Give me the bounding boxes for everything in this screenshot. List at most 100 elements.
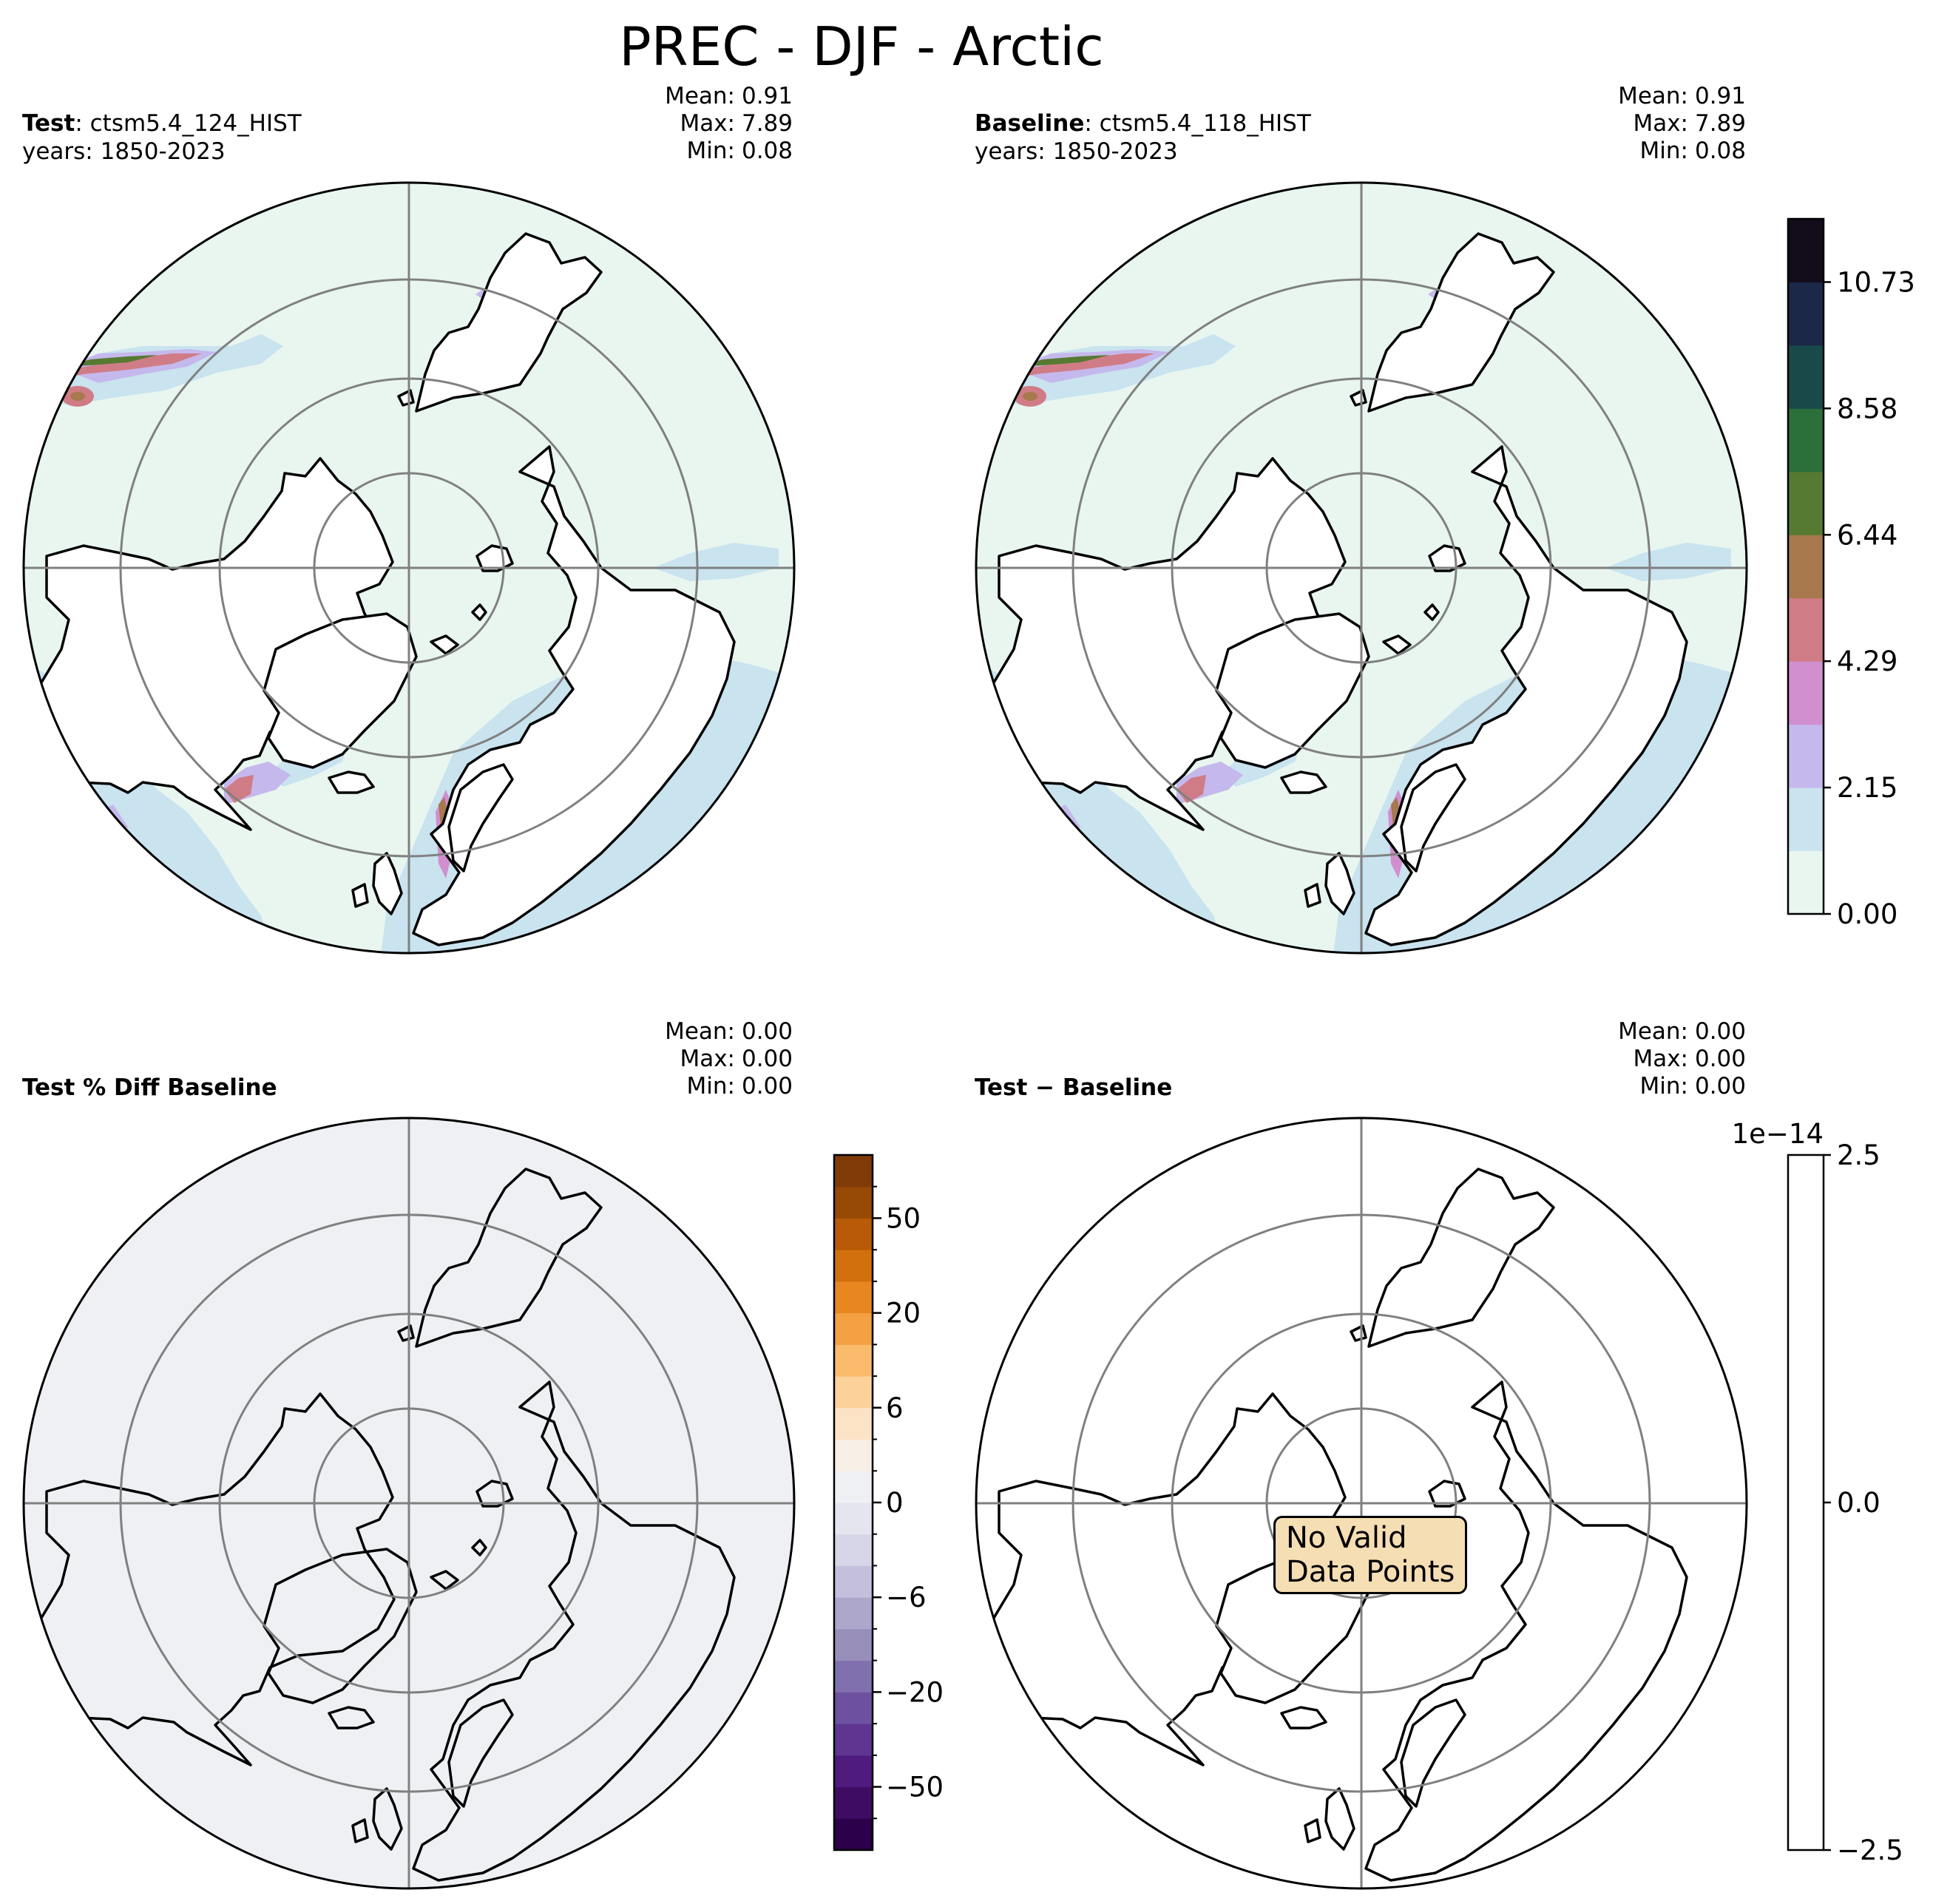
pct-colorbar-bin xyxy=(834,1818,873,1851)
diff-stat-key: Max: xyxy=(1633,1046,1688,1072)
test-label-name: : ctsm5.4_124_HIST xyxy=(75,110,302,137)
diff-stat-value: 0.00 xyxy=(1694,1018,1746,1045)
diff-label-bold: Test − Baseline xyxy=(975,1074,1173,1101)
precip-spot-brown xyxy=(70,392,85,401)
precip-band-siberia xyxy=(653,543,779,581)
land-outline xyxy=(412,445,736,946)
colorbar-tick-label: 2.15 xyxy=(1837,772,1897,804)
colorbar-tick-label: 10.73 xyxy=(1837,266,1915,298)
colorbar-tick-label: 8.58 xyxy=(1837,393,1897,424)
colorbar-bin xyxy=(1788,787,1824,852)
diff-stats: Mean: 0.00 Max: 0.00 Min: 0.00 xyxy=(1618,1018,1746,1100)
land-outline xyxy=(328,770,375,794)
pctdiff-stat-value: 0.00 xyxy=(741,1073,793,1100)
test-stats: Mean: 0.91 Max: 7.89 Min: 0.08 xyxy=(665,83,793,165)
colorbar-bin xyxy=(1788,597,1824,662)
pct-colorbar-tick-label: 0 xyxy=(886,1487,904,1519)
land-outline xyxy=(1382,634,1412,655)
no-valid-data-box: No Valid Data Points xyxy=(1273,1516,1468,1594)
diff-stat-value: 0.00 xyxy=(1694,1073,1746,1100)
test-label-bold: Test xyxy=(22,110,75,137)
colorbar-bin xyxy=(1788,345,1824,409)
colorbar-tick-label: 0.00 xyxy=(1837,898,1897,930)
baseline-stat-row: Max: 7.89 xyxy=(1618,110,1746,138)
pct-colorbar-bin xyxy=(834,1186,873,1219)
land-outline xyxy=(328,1706,375,1729)
land-outline xyxy=(1280,770,1327,794)
baseline-stat-value: 7.89 xyxy=(1694,110,1746,137)
pct-colorbar-bin xyxy=(834,1439,873,1471)
map-boundary xyxy=(975,1117,1748,1890)
pct-colorbar-bin xyxy=(834,1628,873,1661)
colorbar-tick-label: 4.29 xyxy=(1837,646,1897,677)
test-stat-row: Mean: 0.91 xyxy=(665,83,793,110)
precip-band-alaska-green xyxy=(61,355,158,367)
land-outline xyxy=(351,1818,369,1843)
diff-stat-key: Mean: xyxy=(1618,1018,1688,1045)
test-years: years: 1850-2023 xyxy=(22,138,226,165)
pct-colorbar-bin xyxy=(834,1471,873,1503)
diff-colorbar: 1e−14 2.5 0.0 −2.5 xyxy=(1732,1118,1903,1866)
diff-colorbar-tick-label: 0.0 xyxy=(1837,1487,1880,1519)
diff-map xyxy=(975,1117,1748,1890)
colorbar-tick-label: 6.44 xyxy=(1837,519,1897,551)
pct-colorbar-bin xyxy=(834,1218,873,1250)
pct-colorbar-bin xyxy=(834,1534,873,1566)
pctdiff-stat-value: 0.00 xyxy=(741,1046,793,1072)
baseline-years: years: 1850-2023 xyxy=(975,138,1178,165)
pct-colorbar-tick-label: −6 xyxy=(886,1582,927,1613)
pct-colorbar-bin xyxy=(834,1565,873,1598)
land-outline xyxy=(415,232,603,413)
pct-colorbar-bin xyxy=(834,1250,873,1282)
diff-stat-key: Min: xyxy=(1639,1073,1688,1100)
land-outline xyxy=(471,1539,487,1556)
colorbar-bin xyxy=(1788,471,1824,535)
baseline-label-name: : ctsm5.4_118_HIST xyxy=(1084,110,1311,137)
colorbar-frame xyxy=(1787,217,1825,915)
pctdiff-stat-row: Min: 0.00 xyxy=(665,1073,793,1100)
baseline-stat-row: Mean: 0.91 xyxy=(1618,83,1746,110)
land-outline xyxy=(447,763,514,873)
land-outline xyxy=(1364,1380,1688,1882)
pct-colorbar-bin xyxy=(834,1312,873,1345)
pctdiff-label-bold: Test % Diff Baseline xyxy=(22,1074,277,1101)
pct-colorbar-bin xyxy=(834,1281,873,1314)
land-outline xyxy=(471,603,487,621)
pctdiff-stat-row: Max: 0.00 xyxy=(665,1046,793,1073)
test-stat-key: Mean: xyxy=(665,83,735,109)
land-outline xyxy=(1367,232,1555,413)
precip-band-alaska-green xyxy=(1014,355,1110,367)
pct-colorbar-bin xyxy=(834,1502,873,1535)
test-stat-value: 0.91 xyxy=(741,83,793,109)
land-outline xyxy=(263,1548,418,1704)
colorbar-bin xyxy=(1788,408,1824,472)
test-map xyxy=(22,181,796,955)
pctdiff-stat-key: Min: xyxy=(686,1073,735,1100)
land-outline xyxy=(1364,445,1688,946)
precip-band-alaska-red xyxy=(992,353,1154,383)
pct-colorbar-bin xyxy=(834,1786,873,1819)
pct-colorbar-bin xyxy=(834,1755,873,1788)
baseline-stat-key: Max: xyxy=(1633,110,1688,137)
pctdiff-stat-key: Max: xyxy=(680,1046,735,1072)
land-outline xyxy=(1304,1818,1321,1843)
colorbar-bin xyxy=(1788,535,1824,599)
baseline-label-bold: Baseline xyxy=(975,110,1085,137)
pctdiff-stat-row: Mean: 0.00 xyxy=(665,1018,793,1046)
baseline-stats: Mean: 0.91 Max: 7.89 Min: 0.08 xyxy=(1618,83,1746,165)
baseline-label: Baseline: ctsm5.4_118_HIST years: 1850-2… xyxy=(975,109,1311,166)
baseline-stat-row: Min: 0.08 xyxy=(1618,138,1746,165)
pct-colorbar-bin xyxy=(834,1724,873,1756)
pct-colorbar-tick-label: 50 xyxy=(886,1202,921,1234)
pctdiff-map xyxy=(22,1117,796,1890)
land-outline xyxy=(475,1480,514,1508)
test-stat-key: Min: xyxy=(686,138,735,164)
land-outline xyxy=(412,1380,736,1882)
colorbar-bin xyxy=(1788,724,1824,788)
land-outline xyxy=(1215,612,1370,769)
test-stat-row: Max: 7.89 xyxy=(665,110,793,138)
pct-colorbar-tick-label: 20 xyxy=(886,1298,921,1329)
pct-colorbar-tick-label: −20 xyxy=(886,1676,944,1708)
diff-stat-value: 0.00 xyxy=(1694,1046,1746,1072)
no-data-line-2: Data Points xyxy=(1286,1555,1455,1589)
